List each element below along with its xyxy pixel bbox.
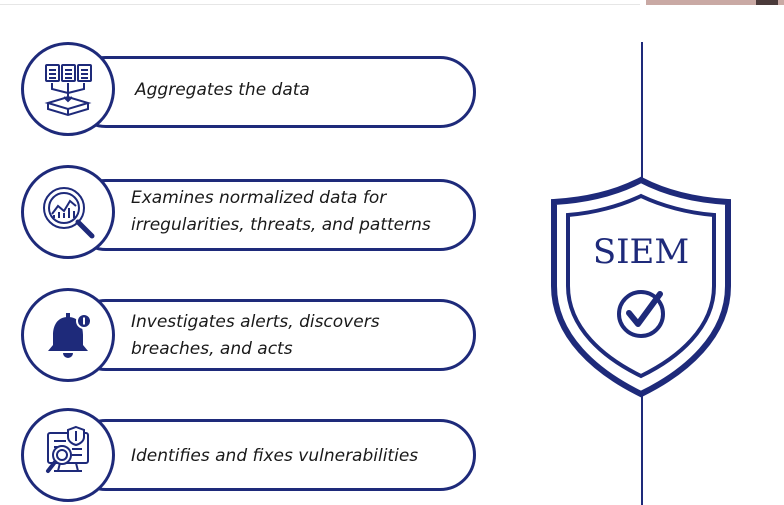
magnifier-analytics-icon <box>43 187 95 239</box>
siem-shield-badge: SIEM <box>548 176 734 402</box>
step-investigate-pill <box>70 299 476 371</box>
step-investigate-icon-circle <box>21 288 115 382</box>
step-investigate-text-line1: Investigates alerts, discovers <box>131 312 380 332</box>
step-examine-text-line1: Examines normalized data for <box>131 188 387 208</box>
document-aggregation-icon <box>44 64 92 117</box>
step-identify-pill <box>70 419 476 491</box>
step-examine-text-line2: irregularities, threats, and patterns <box>131 215 431 235</box>
corner-image-fragment <box>646 0 784 5</box>
step-investigate-text-line2: breaches, and acts <box>131 339 293 359</box>
step-aggregate-icon-circle <box>21 42 115 136</box>
step-examine-pill <box>70 179 476 251</box>
step-identify-text: Identifies and fixes vulnerabilities <box>131 446 419 466</box>
step-examine-icon-circle <box>21 165 115 259</box>
siem-label: SIEM <box>592 232 690 272</box>
top-border-line <box>0 4 640 5</box>
shield-check-icon <box>551 176 731 398</box>
alert-bell-icon <box>48 313 92 358</box>
step-aggregate-text: Aggregates the data <box>135 80 310 100</box>
vulnerability-scan-icon <box>46 425 89 473</box>
step-identify-icon-circle <box>21 408 115 502</box>
